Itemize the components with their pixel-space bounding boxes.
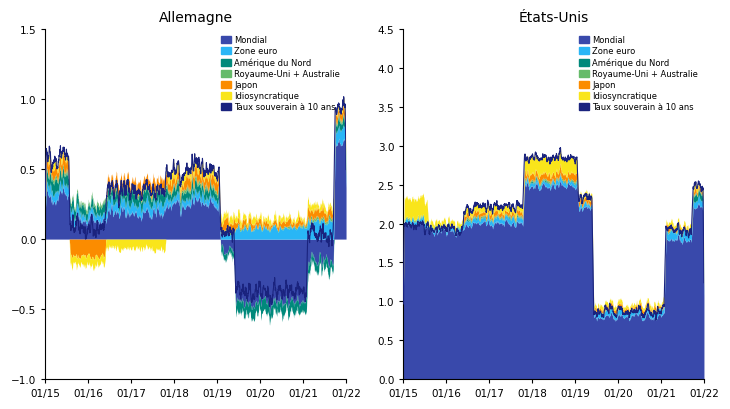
Title: Allemagne: Allemagne [158,11,233,25]
Title: États-Unis: États-Unis [518,11,589,25]
Legend: Mondial, Zone euro, Amérique du Nord, Royaume-Uni + Australie, Japon, Idiosyncra: Mondial, Zone euro, Amérique du Nord, Ro… [577,34,700,114]
Legend: Mondial, Zone euro, Amérique du Nord, Royaume-Uni + Australie, Japon, Idiosyncra: Mondial, Zone euro, Amérique du Nord, Ro… [219,34,342,114]
